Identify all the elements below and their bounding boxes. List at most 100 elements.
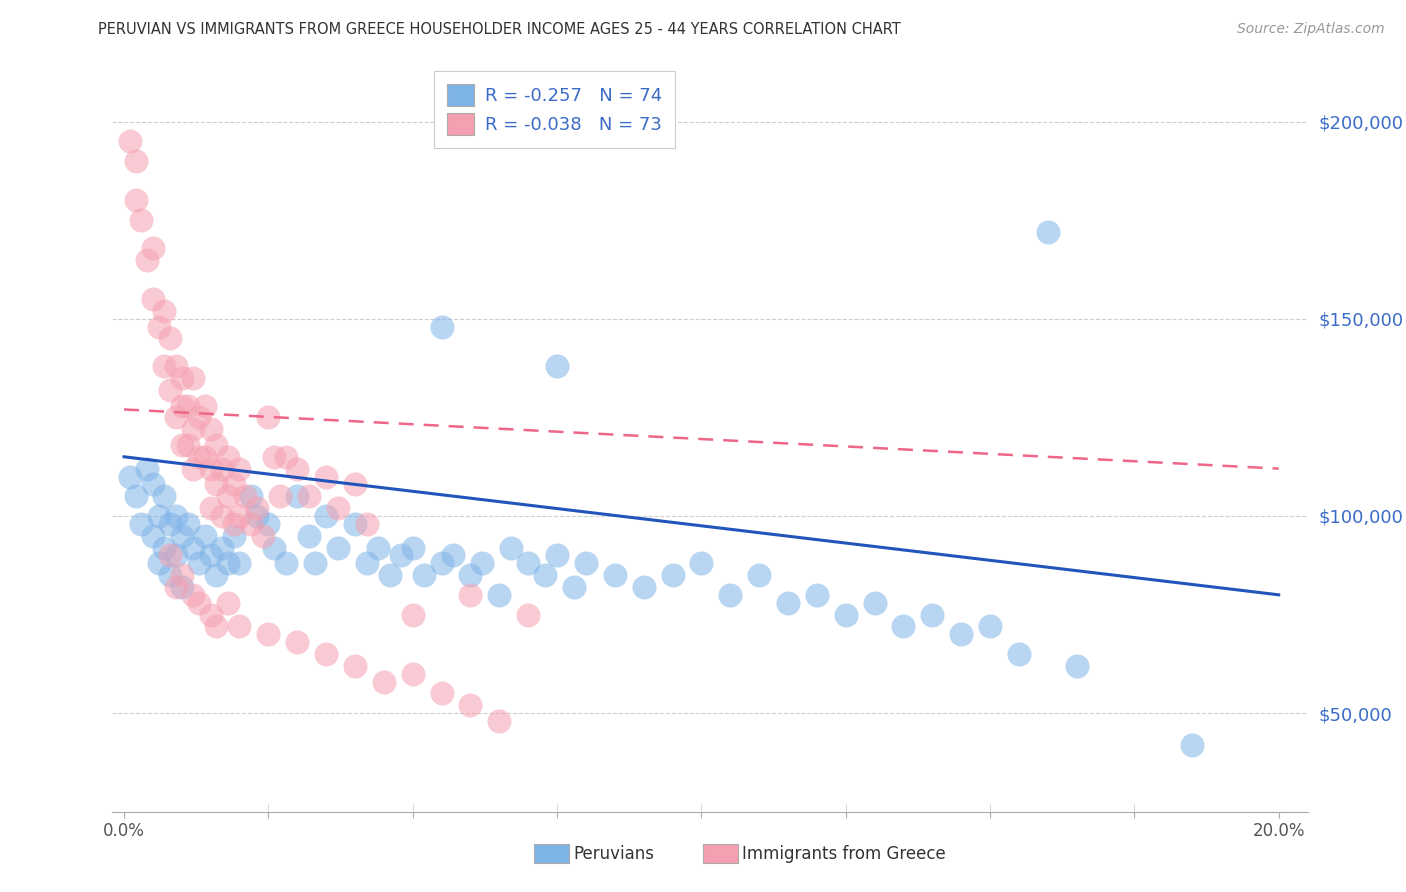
Point <box>188 556 211 570</box>
Point <box>285 461 308 475</box>
Point <box>257 627 280 641</box>
Point <box>356 516 378 531</box>
Point <box>430 686 453 700</box>
Point <box>228 461 250 475</box>
Point <box>402 666 425 681</box>
Point <box>170 399 193 413</box>
Point <box>575 556 598 570</box>
Point <box>402 541 425 555</box>
Point <box>718 588 741 602</box>
Point <box>118 134 141 148</box>
Point <box>471 556 494 570</box>
Point <box>222 516 245 531</box>
Point <box>200 607 222 622</box>
Point <box>165 549 187 563</box>
Point <box>1036 225 1059 239</box>
Point <box>517 556 540 570</box>
Point <box>217 489 239 503</box>
Point <box>546 549 568 563</box>
Point <box>441 549 464 563</box>
Point <box>211 461 233 475</box>
Point <box>269 489 291 503</box>
Point <box>165 508 187 523</box>
Point <box>153 304 176 318</box>
Point <box>211 541 233 555</box>
Point <box>534 568 557 582</box>
Point <box>257 410 280 425</box>
Point <box>148 319 170 334</box>
Point <box>222 529 245 543</box>
Point <box>165 410 187 425</box>
Point <box>153 489 176 503</box>
Point <box>159 331 181 345</box>
Point <box>460 698 482 713</box>
Point <box>603 568 626 582</box>
Legend: R = -0.257   N = 74, R = -0.038   N = 73: R = -0.257 N = 74, R = -0.038 N = 73 <box>434 71 675 148</box>
Point <box>159 516 181 531</box>
Point <box>806 588 828 602</box>
Point <box>950 627 973 641</box>
Point <box>326 501 349 516</box>
Point <box>217 596 239 610</box>
Point <box>1181 738 1204 752</box>
Point <box>194 450 217 464</box>
Point <box>170 529 193 543</box>
Point <box>153 541 176 555</box>
Point <box>165 580 187 594</box>
Point <box>228 508 250 523</box>
Text: Peruvians: Peruvians <box>574 845 655 863</box>
Point <box>181 371 204 385</box>
Point <box>217 450 239 464</box>
Point <box>661 568 683 582</box>
Point <box>343 658 366 673</box>
Point <box>131 516 153 531</box>
Point <box>564 580 586 594</box>
Point <box>252 529 274 543</box>
Point <box>517 607 540 622</box>
Point <box>298 489 321 503</box>
Point <box>170 371 193 385</box>
Point <box>228 556 250 570</box>
Point <box>153 359 176 373</box>
Point <box>205 568 228 582</box>
Point <box>240 516 263 531</box>
Point <box>285 635 308 649</box>
Point <box>159 549 181 563</box>
Point <box>1008 647 1031 661</box>
Point <box>131 213 153 227</box>
Point <box>200 422 222 436</box>
Point <box>402 607 425 622</box>
Point <box>181 588 204 602</box>
Point <box>233 489 256 503</box>
Point <box>170 438 193 452</box>
Point <box>343 516 366 531</box>
Point <box>274 450 297 464</box>
Point <box>1066 658 1088 673</box>
Point <box>205 438 228 452</box>
Point <box>181 422 204 436</box>
Point <box>240 489 263 503</box>
Point <box>148 508 170 523</box>
Point <box>165 359 187 373</box>
Point <box>124 154 146 169</box>
Point <box>690 556 713 570</box>
Point <box>633 580 655 594</box>
Point <box>460 568 482 582</box>
Point <box>499 541 522 555</box>
Point <box>205 619 228 633</box>
Point <box>257 516 280 531</box>
Point <box>343 477 366 491</box>
Point <box>188 596 211 610</box>
Point <box>222 477 245 491</box>
Point <box>176 516 198 531</box>
Point <box>979 619 1001 633</box>
Point <box>148 556 170 570</box>
Point <box>181 541 204 555</box>
Point <box>136 461 159 475</box>
Point <box>118 469 141 483</box>
Point <box>488 588 510 602</box>
Point <box>776 596 799 610</box>
Point <box>285 489 308 503</box>
Point <box>170 580 193 594</box>
Point <box>228 619 250 633</box>
